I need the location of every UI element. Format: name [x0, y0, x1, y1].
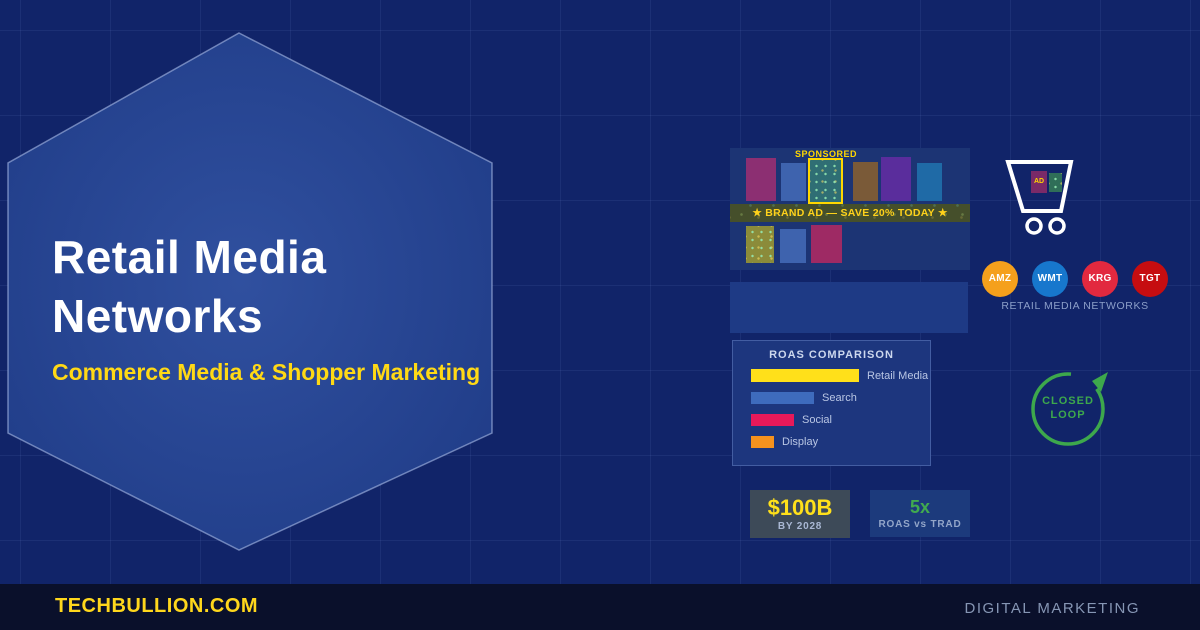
footer-bar — [0, 584, 1200, 630]
roas-row-display: Display — [751, 436, 818, 448]
product-blue — [781, 163, 806, 201]
sponsored-label: SPONSORED — [794, 149, 857, 159]
cart-ad-item: AD — [1031, 171, 1047, 193]
roas-chart-title: ROAS COMPARISON — [769, 349, 894, 361]
stat-value: $100B — [767, 495, 833, 520]
network-badge-tgt: TGT — [1132, 261, 1168, 297]
closed-loop-label: CLOSED LOOP — [1032, 394, 1104, 422]
page-subtitle: Commerce Media & Shopper Marketing — [52, 359, 481, 385]
category-label: DIGITAL MARKETING — [964, 600, 1140, 617]
stat-value: 5x — [909, 497, 931, 517]
stat-roas-multiple: 5x ROAS vs TRAD — [870, 490, 970, 537]
network-badge-wmt: WMT — [1032, 261, 1068, 297]
networks-caption: RETAIL MEDIA NETWORKS — [1001, 300, 1149, 312]
site-name: TECHBULLION.COM — [55, 595, 259, 617]
loop-line-2: LOOP — [1050, 409, 1086, 421]
bar-label: Social — [802, 414, 832, 426]
bar-display — [751, 436, 774, 448]
product-brown — [853, 162, 878, 201]
network-badge-amz: AMZ — [982, 261, 1018, 297]
loop-line-1: CLOSED — [1042, 395, 1094, 407]
roas-row-search: Search — [751, 392, 857, 404]
bar-label: Search — [822, 392, 857, 404]
roas-row-social: Social — [751, 414, 832, 426]
roas-row-retail-media: Retail Media — [751, 369, 928, 382]
bar-label: Display — [782, 436, 819, 448]
sponsored-product — [808, 158, 843, 204]
empty-shelf-panel — [730, 282, 968, 333]
stat-caption: ROAS vs TRAD — [878, 519, 962, 530]
bar-retail-media — [751, 369, 859, 382]
product-blue-2 — [780, 229, 806, 263]
product-magenta-2 — [811, 225, 842, 263]
stat-market-size: $100B BY 2028 — [750, 490, 850, 538]
title-line-1: Retail Media — [52, 231, 327, 283]
network-badge-krg: KRG — [1082, 261, 1118, 297]
product-purple — [881, 157, 911, 201]
stat-caption: BY 2028 — [777, 521, 823, 532]
product-teal — [917, 163, 942, 201]
bar-label: Retail Media — [867, 369, 929, 382]
page-title: Retail Media Networks — [52, 228, 326, 346]
product-olive — [746, 226, 774, 263]
brand-ad-banner: ★ BRAND AD — SAVE 20% TODAY ★ — [730, 204, 970, 222]
title-line-2: Networks — [52, 290, 264, 342]
bar-search — [751, 392, 814, 404]
bar-social — [751, 414, 794, 426]
product-magenta — [746, 158, 776, 201]
cart-product-item — [1049, 173, 1062, 192]
